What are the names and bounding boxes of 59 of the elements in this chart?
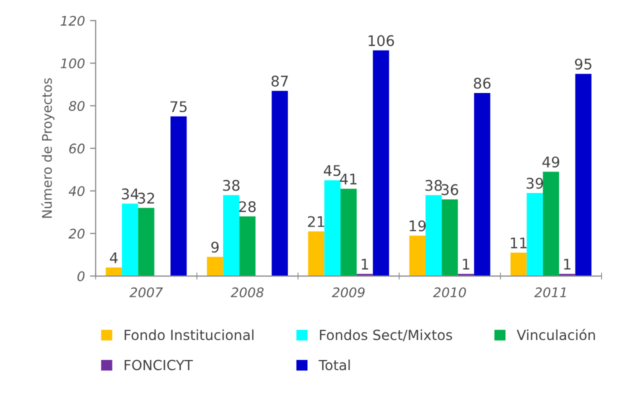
data-label: 4 — [110, 252, 118, 264]
data-label: 45 — [324, 165, 340, 176]
x-tick-label: 2010 — [433, 287, 466, 298]
legend-label: Vinculación — [516, 328, 595, 340]
bar — [474, 92, 490, 276]
data-label: 1 — [564, 258, 570, 270]
legend-label: FONCICYT — [124, 360, 193, 370]
bar — [138, 208, 154, 276]
data-label: 21 — [308, 216, 324, 227]
bar — [575, 74, 592, 276]
bar — [510, 252, 527, 276]
data-label: 49 — [542, 156, 560, 168]
bar — [223, 195, 240, 276]
data-label: 36 — [442, 184, 458, 196]
data-label: 75 — [170, 101, 187, 112]
y-axis-title: Número de Proyectos — [41, 78, 54, 218]
legend-label: Total — [318, 360, 350, 370]
bar — [542, 172, 560, 276]
bar — [239, 216, 256, 276]
bar — [106, 268, 122, 276]
bar — [409, 236, 426, 276]
y-tick-label: 20 — [68, 228, 85, 239]
legend-label: Fondos Sect/Mixtos — [320, 329, 452, 342]
data-label: 87 — [272, 76, 288, 87]
y-tick-label: 0 — [77, 271, 85, 282]
data-label: 9 — [211, 242, 219, 253]
data-label: 34 — [122, 188, 138, 200]
data-label: 86 — [474, 78, 491, 89]
y-tick-label: 120 — [60, 16, 85, 26]
bar — [308, 231, 324, 276]
data-label: 39 — [526, 178, 544, 189]
y-tick-label: 60 — [69, 144, 85, 154]
data-label: 1 — [462, 258, 470, 270]
legend-label: Fondo Institucional — [124, 329, 254, 340]
data-label: 32 — [138, 192, 154, 204]
bar — [170, 116, 187, 276]
bar — [526, 193, 543, 276]
data-label: 95 — [575, 58, 592, 70]
bar — [324, 180, 341, 276]
y-tick-label: 40 — [68, 186, 85, 196]
data-label: 1 — [362, 258, 368, 270]
bar — [426, 195, 442, 276]
data-label: 106 — [368, 35, 394, 46]
x-tick-label: 2007 — [129, 287, 163, 298]
bar — [442, 199, 458, 276]
data-label: 41 — [340, 174, 357, 184]
bar — [272, 90, 288, 276]
x-tick-label: 2009 — [332, 287, 365, 298]
data-label: 38 — [425, 180, 442, 191]
data-label: 38 — [223, 180, 240, 191]
x-tick-label: 2008 — [230, 287, 264, 298]
y-tick-label: 80 — [68, 100, 85, 111]
bar — [122, 204, 138, 276]
x-tick-label: 2011 — [534, 287, 566, 298]
bar — [206, 256, 224, 276]
data-label: 11 — [510, 238, 527, 248]
y-tick-label: 100 — [60, 58, 85, 68]
bar — [372, 50, 390, 276]
bar — [340, 188, 357, 276]
